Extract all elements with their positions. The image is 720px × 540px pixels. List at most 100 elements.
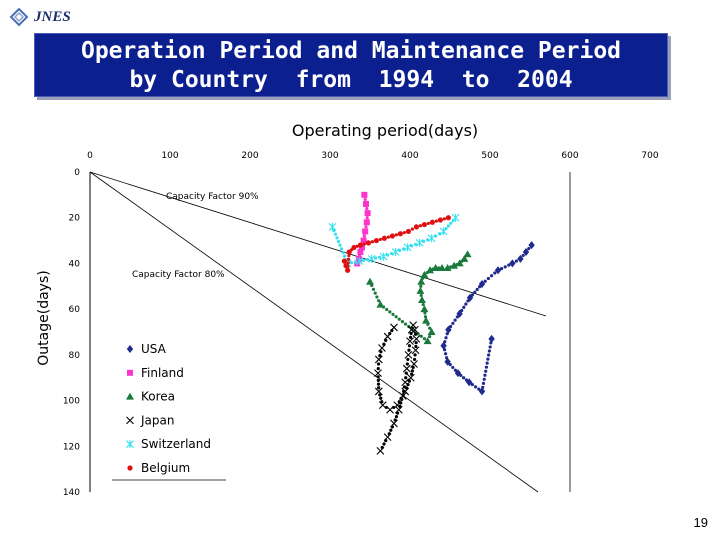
korea-trail-dot [394, 315, 398, 319]
japan-data-point [401, 378, 410, 387]
japan-data-point [383, 433, 392, 442]
slide-title-line-2: by Country from 1994 to 2004 [129, 67, 573, 93]
switzerland-trail-dot [333, 232, 338, 236]
page-number: 19 [693, 515, 708, 530]
switzerland-data-point [439, 227, 448, 236]
japan-trail-dot [410, 372, 414, 376]
y-axis-label: Outage(days) [36, 270, 52, 365]
legend-box [112, 335, 227, 480]
annotation-capacity-90: Capacity Factor 90% [166, 192, 259, 202]
japan-trail-dot [413, 353, 417, 357]
japan-trail-dot [378, 354, 382, 358]
usa-trail-dot [484, 369, 488, 373]
reference-line-0 [89, 171, 547, 317]
y-tick-label: 100 [63, 397, 80, 407]
legend-marker-usa [126, 345, 134, 353]
usa-data-point [466, 293, 474, 302]
usa-data-point [454, 369, 462, 378]
y-tick-label: 60 [69, 305, 81, 315]
korea-trail-dot [385, 307, 389, 312]
usa-data-point [509, 259, 516, 268]
switzerland-trail-dot [426, 238, 430, 242]
legend-marker-finland [127, 369, 133, 376]
belgium-data-point [373, 237, 379, 244]
usa-trail-dot [475, 287, 479, 292]
y-tick-label: 140 [63, 488, 80, 498]
chart-title: Operating period(days) [292, 121, 478, 140]
finland-data-point [362, 228, 369, 235]
switzerland-trail-dot [410, 244, 414, 248]
switzerland-data-point [451, 213, 460, 222]
usa-trail-dot [464, 302, 468, 306]
x-tick-label: 0 [87, 151, 93, 161]
usa-trail-dot [481, 381, 486, 385]
usa-data-point [488, 334, 495, 343]
switzerland-trail-dot [390, 251, 394, 256]
switzerland-data-point [391, 248, 400, 256]
korea-trail-dot [422, 337, 427, 341]
usa-trail-dot [453, 368, 457, 372]
korea-data-point [450, 261, 458, 269]
korea-trail-dot [419, 334, 423, 338]
belgium-data-point [357, 242, 363, 248]
japan-data-point [390, 419, 398, 428]
finland-trail-dot [365, 216, 369, 220]
belgium-trail-dot [347, 254, 351, 258]
belgium-trail-dot [402, 230, 406, 235]
legend-marker-switzerland [126, 440, 134, 449]
belgium-data-point [405, 228, 411, 235]
japan-trail-dot [379, 396, 383, 400]
usa-data-point [528, 241, 535, 250]
finland-data-point [363, 201, 369, 207]
japan-trail-dot [407, 348, 411, 352]
y-tick-label: 0 [74, 168, 80, 178]
usa-trail-dot [473, 290, 477, 294]
japan-data-point [410, 360, 418, 368]
usa-trail-dot [486, 357, 490, 361]
korea-data-point [416, 286, 425, 294]
legend-label-japan: Japan [140, 413, 174, 427]
usa-trail-dot [507, 263, 511, 267]
usa-trail-dot [514, 259, 519, 263]
y-tick-label: 80 [69, 351, 81, 361]
belgium-data-point [413, 224, 419, 230]
x-tick-label: 200 [241, 151, 258, 161]
korea-trail-dot [421, 302, 425, 307]
switzerland-trail-dot [339, 247, 344, 251]
finland-trail-dot [365, 206, 369, 211]
japan-trail-dot [382, 442, 386, 446]
usa-data-point [478, 280, 486, 288]
x-tick-label: 400 [401, 151, 418, 161]
usa-trail-dot [527, 246, 531, 251]
belgium-trail-dot [410, 227, 414, 231]
usa-trail-dot [487, 353, 491, 357]
korea-data-point [420, 305, 429, 313]
usa-trail-dot [451, 365, 455, 370]
switzerland-trail-dot [386, 253, 390, 257]
belgium-trail-dot [362, 242, 366, 246]
belgium-trail-dot [370, 240, 374, 244]
korea-trail-dot [391, 312, 395, 316]
switzerland-data-point [328, 222, 337, 231]
belgium-data-point [351, 244, 357, 251]
japan-data-point [409, 321, 418, 330]
usa-trail-dot [462, 376, 466, 380]
reference-line-1 [89, 171, 539, 493]
japan-data-point [398, 392, 407, 400]
belgium-data-point [381, 235, 387, 241]
japan-trail-dot [377, 386, 381, 390]
belgium-data-point [345, 267, 351, 273]
korea-trail-dot [397, 317, 401, 321]
switzerland-data-point [415, 238, 424, 247]
korea-trail-dot [371, 287, 376, 291]
usa-trail-dot [488, 345, 492, 349]
x-tick-label: 700 [641, 151, 658, 161]
switzerland-trail-dot [446, 224, 450, 228]
usa-data-point [445, 325, 452, 334]
switzerland-trail-dot [402, 247, 406, 251]
japan-data-point [411, 346, 420, 355]
japan-trail-dot [394, 414, 398, 419]
usa-data-point [456, 309, 463, 318]
legend-label-korea: Korea [141, 390, 175, 404]
usa-data-point [478, 387, 486, 396]
